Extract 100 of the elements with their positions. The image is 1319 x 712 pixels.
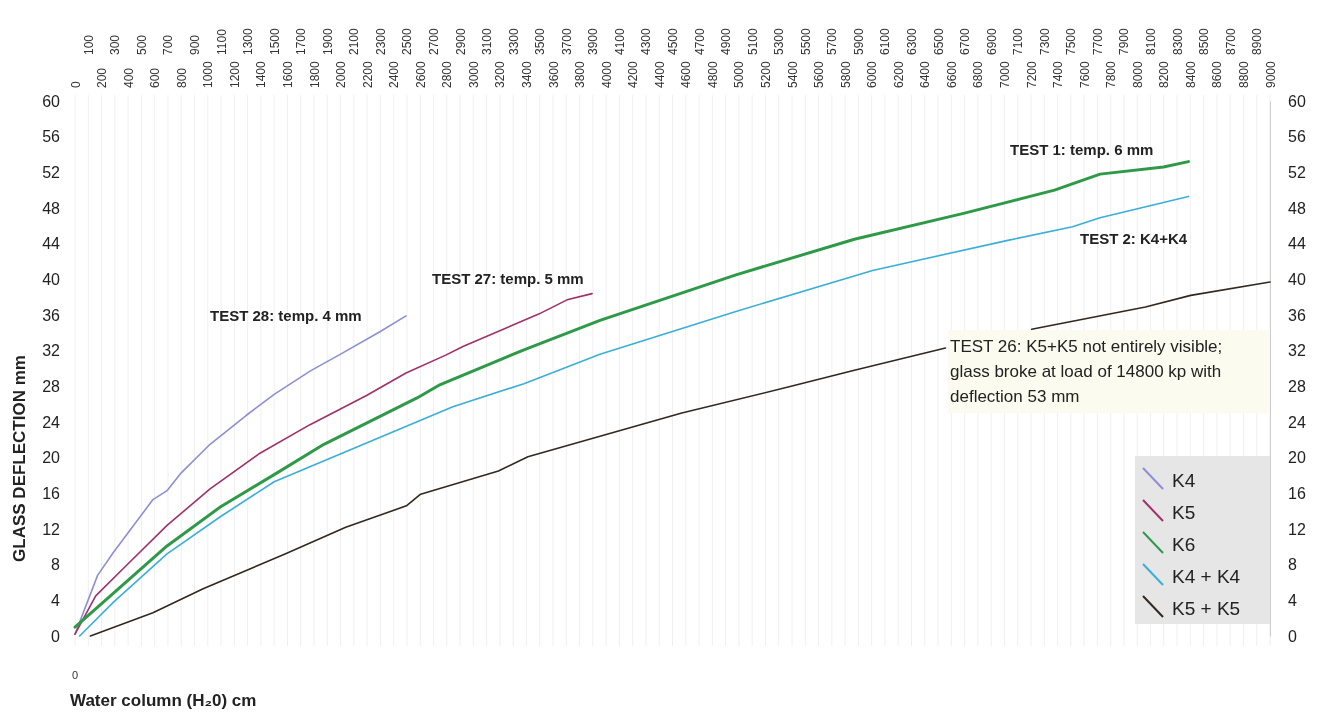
x-tick-label: 8800 xyxy=(1236,60,1251,88)
x-tick-label: 4200 xyxy=(626,60,641,88)
x2-tick-label: 900 xyxy=(188,34,202,55)
x-tick-label: 3000 xyxy=(466,60,481,88)
x2-tick-label: 5700 xyxy=(825,27,840,55)
x-tick-label: 5400 xyxy=(785,60,800,88)
x2-tick-label: 7700 xyxy=(1090,27,1105,55)
x-tick-label: 800 xyxy=(174,67,189,88)
x2-tick-label: 2900 xyxy=(453,27,468,55)
y-tick-label: 32 xyxy=(42,342,61,360)
y2-tick-label: 60 xyxy=(1288,92,1306,110)
x2-tick-label: 4500 xyxy=(666,27,680,55)
y2-tick-label: 36 xyxy=(1288,306,1306,324)
x2-tick-label: 6900 xyxy=(984,27,999,55)
x2-tick-label: 500 xyxy=(134,34,149,55)
x2-tick-label: 2100 xyxy=(347,27,362,55)
line-series xyxy=(74,292,593,636)
annotation: TEST 27: temp. 5 mm xyxy=(432,270,584,287)
x-tick-label: 2000 xyxy=(334,60,349,88)
x-tick-label: 2200 xyxy=(360,60,375,88)
x2-tick-label: 8700 xyxy=(1223,27,1238,55)
x-tick-label: 3800 xyxy=(573,60,588,88)
y2-tick-label: 24 xyxy=(1288,413,1306,431)
y2-tick-label: 0 xyxy=(1288,627,1297,645)
x-tick-label: 3400 xyxy=(519,60,534,88)
y2-tick-label: 20 xyxy=(1288,449,1306,467)
y-tick-label: 60 xyxy=(42,92,61,110)
x-tick-label: 6600 xyxy=(944,60,959,88)
x2-tick-label: 4900 xyxy=(719,27,734,55)
x2-tick-label: 6100 xyxy=(878,27,893,55)
y-tick-label: 56 xyxy=(42,128,61,146)
x-tick-label: 6000 xyxy=(865,60,880,88)
x2-tick-label: 5100 xyxy=(745,27,760,55)
x-tick-label: 4600 xyxy=(679,60,694,88)
x2-tick-label: 4300 xyxy=(639,27,654,55)
x-tick-label: 1600 xyxy=(280,60,295,88)
x-tick-label: 2800 xyxy=(440,60,455,88)
x2-tick-label: 6300 xyxy=(905,27,919,55)
x2-tick-label: 100 xyxy=(81,34,96,55)
x2-tick-label: 7100 xyxy=(1011,27,1026,55)
x-tick-label: 6800 xyxy=(971,60,986,88)
x-tick-label: 5800 xyxy=(838,60,853,88)
x2-tick-label: 1500 xyxy=(267,27,282,55)
legend-label: K6 xyxy=(1172,534,1196,555)
x2-tick-label: 2500 xyxy=(400,27,415,55)
x-tick-label: 1200 xyxy=(227,60,242,88)
x-tick-label: 1400 xyxy=(254,60,269,88)
x2-tick-label: 2700 xyxy=(427,27,441,55)
y2-tick-label: 32 xyxy=(1288,342,1306,360)
x2-tick-label: 3700 xyxy=(559,27,574,55)
y-tick-label: 36 xyxy=(42,306,61,324)
y2-tick-label: 16 xyxy=(1288,484,1306,502)
x2-tick-label: 3100 xyxy=(480,27,495,55)
x2-tick-label: 8500 xyxy=(1197,27,1212,55)
annotation: TEST 1: temp. 6 mm xyxy=(1010,141,1154,158)
x-tick-label: 1800 xyxy=(307,60,322,88)
x-tick-label: 600 xyxy=(148,67,163,88)
x2-tick-label: 1300 xyxy=(241,27,256,55)
x2-tick-label: 5500 xyxy=(798,27,813,55)
y2-tick-label: 52 xyxy=(1288,163,1306,181)
x-tick-label: 8600 xyxy=(1210,60,1225,88)
x2-tick-label: 7500 xyxy=(1064,27,1079,55)
x-tick-label: 6200 xyxy=(891,60,906,88)
x-tick-label: 9000 xyxy=(1263,60,1278,88)
y-tick-label: 12 xyxy=(42,520,61,538)
y2-tick-label: 48 xyxy=(1288,199,1306,217)
y2-tick-label: 4 xyxy=(1288,591,1297,609)
y2-tick-label: 44 xyxy=(1288,235,1306,253)
x-tick-label: 6400 xyxy=(918,60,933,88)
x-tick-label: 3600 xyxy=(546,60,561,88)
y-tick-label: 4 xyxy=(51,591,61,609)
x-tick-label: 4400 xyxy=(652,60,667,88)
y2-tick-label: 56 xyxy=(1288,128,1306,146)
x2-tick-label: 4700 xyxy=(692,27,707,55)
x2-tick-label: 8100 xyxy=(1144,27,1158,55)
x-tick-label: 4000 xyxy=(599,60,614,88)
x2-tick-label: 300 xyxy=(108,34,123,55)
x2-tick-label: 6700 xyxy=(958,27,973,55)
x2-tick-label: 700 xyxy=(161,34,176,55)
y-tick-label: 40 xyxy=(42,270,61,288)
x-tick-label: 0 xyxy=(68,81,83,88)
x-tick-label: 7000 xyxy=(997,60,1012,88)
x-tick-label: 5600 xyxy=(812,60,827,88)
x-tick-label: 7200 xyxy=(1024,60,1039,88)
x2-tick-label: 7300 xyxy=(1037,27,1052,55)
x-tick-label: 2400 xyxy=(387,60,402,88)
annotation: TEST 2: K4+K4 xyxy=(1080,230,1188,247)
y-tick-label: 20 xyxy=(42,449,61,467)
x-tick-label: 200 xyxy=(95,67,110,88)
x2-tick-label: 3300 xyxy=(506,27,521,55)
y2-tick-label: 8 xyxy=(1288,556,1297,574)
x-tick-label: 3200 xyxy=(493,60,508,88)
annotation: TEST 26: K5+K5 not entirely visible; glass broke at load of 14800 kp with deflection 53 mm xyxy=(950,337,1223,406)
x-tick-label: 400 xyxy=(121,67,136,88)
x-tick-label: 8000 xyxy=(1130,60,1145,88)
x-tick-label: 1000 xyxy=(201,60,216,88)
x-tick-label: 2600 xyxy=(413,60,428,88)
y-tick-label: 24 xyxy=(42,413,61,431)
x-tick-label: 7800 xyxy=(1104,60,1119,88)
x-tick-label: 4800 xyxy=(705,60,720,88)
